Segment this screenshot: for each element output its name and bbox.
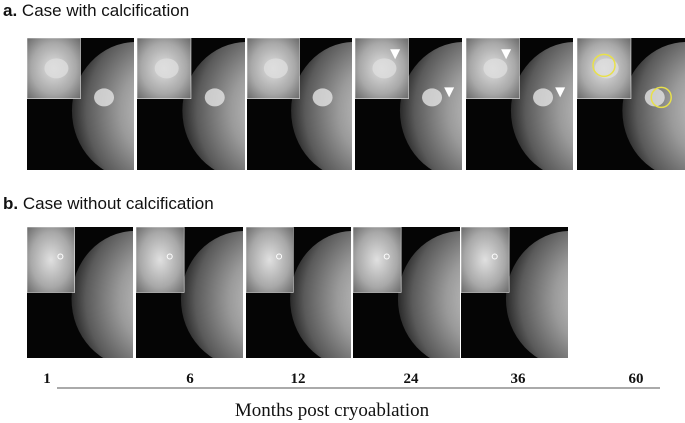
mammogram [353,227,460,358]
lesion [483,58,508,79]
lesion [594,58,619,79]
inset [461,227,510,293]
clip-marker [166,253,173,260]
arrowhead [444,87,455,98]
inset [353,227,402,293]
lesion [644,88,665,107]
breast [397,230,460,358]
axis-title: Months post cryoablation [235,400,430,421]
clip-marker [276,253,283,260]
clip-marker [491,253,498,260]
inset [27,227,75,293]
breast [290,230,351,358]
arrowhead [555,87,566,98]
lesion [263,58,288,79]
mammogram [466,38,573,170]
inset [136,227,185,293]
mammogram [27,38,134,170]
month-label: 60 [629,371,644,387]
inset [246,227,294,293]
panel-title: b. Case without calcification [3,194,214,213]
breast [71,230,133,358]
month-label: 6 [186,371,194,387]
breast [180,230,243,358]
mammogram [27,227,133,358]
mammogram [355,38,462,170]
mammogram [247,38,352,170]
month-label: 12 [291,371,306,387]
clip-marker [383,253,390,260]
panel-text: Case without calcification [23,194,214,213]
lesion [422,88,443,107]
lesion [204,88,225,107]
arrowhead [390,49,401,60]
lesion [533,88,554,107]
arrowhead [501,49,512,60]
breast [505,230,568,358]
lesion [154,58,179,79]
month-label: 24 [404,371,420,387]
panel-label: a. [3,1,17,20]
lesion [312,88,333,107]
marker-circle [650,86,672,109]
month-label: 36 [511,371,527,387]
month-label: 1 [43,371,51,387]
lesion [94,88,115,107]
lesion [372,58,397,79]
marker-circle [592,53,616,78]
panel-text: Case with calcification [22,1,189,20]
lesion [44,58,69,79]
mammogram [461,227,568,358]
mammogram [246,227,351,358]
clip-marker [57,253,64,260]
mammogram [136,227,243,358]
panel-title: a. Case with calcification [3,1,189,20]
image-grid [27,38,685,358]
mammogram [137,38,245,170]
mammogram [577,38,685,170]
panel-label: b. [3,194,18,213]
